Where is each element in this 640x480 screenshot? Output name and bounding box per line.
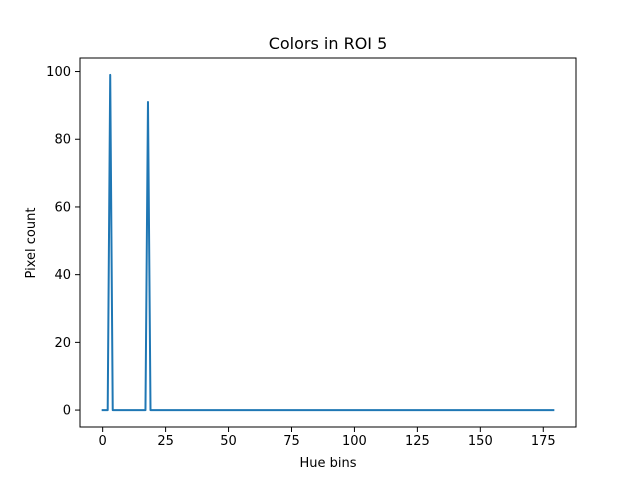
y-tick-label: 20 <box>54 336 71 351</box>
x-tick-label: 125 <box>405 434 430 449</box>
x-tick-label: 175 <box>531 434 556 449</box>
y-axis-label: Pixel count <box>24 208 39 279</box>
y-tick-label: 40 <box>54 268 71 283</box>
chart-title: Colors in ROI 5 <box>269 34 388 53</box>
x-tick-label: 50 <box>220 434 237 449</box>
x-tick-label: 100 <box>342 434 367 449</box>
x-tick-label: 150 <box>468 434 493 449</box>
x-tick-label: 25 <box>157 434 174 449</box>
y-tick-label: 80 <box>54 133 71 148</box>
plot-area: 0 25 50 75 100 125 150 175 0 20 40 60 80 100 <box>46 57 577 449</box>
x-tick-label: 75 <box>283 434 300 449</box>
series-line-1 <box>101 73 555 412</box>
y-tick-label: 0 <box>63 404 71 419</box>
y-tick-label: 60 <box>54 200 71 215</box>
plot-frame <box>79 57 577 428</box>
y-tick-label: 100 <box>46 65 71 80</box>
x-tick-label: 0 <box>99 434 107 449</box>
x-axis-label: Hue bins <box>299 456 356 471</box>
